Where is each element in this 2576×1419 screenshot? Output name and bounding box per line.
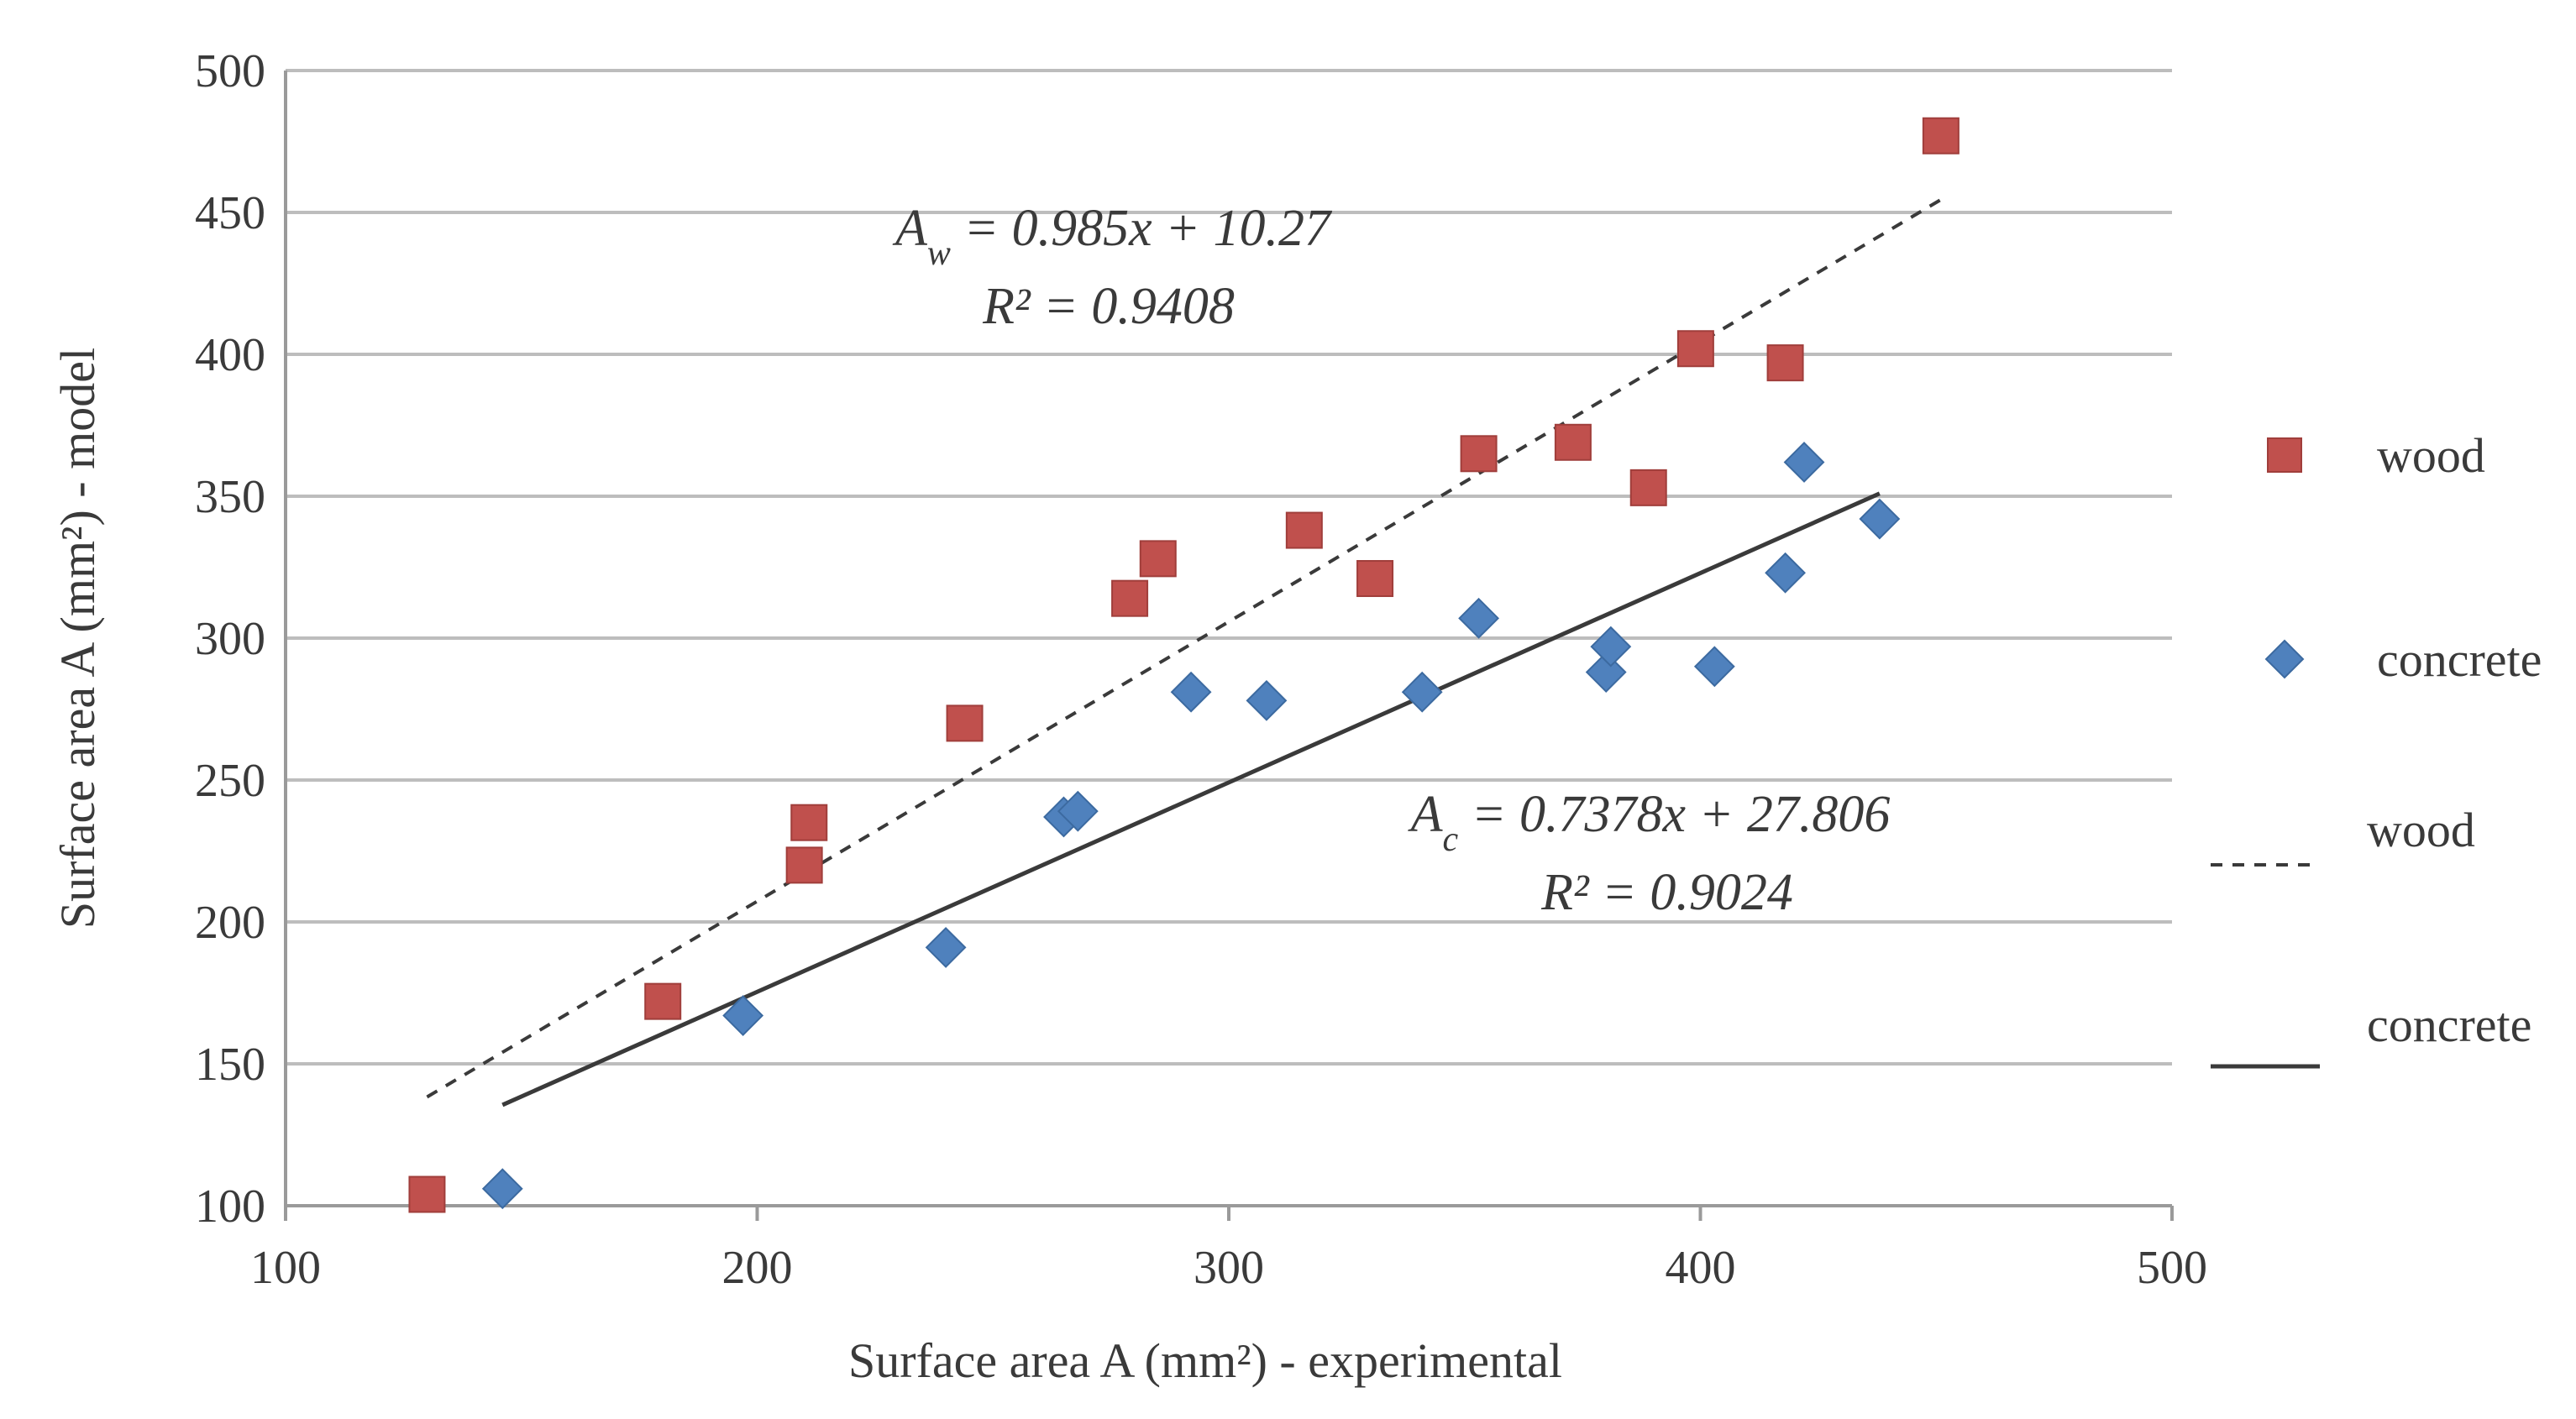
legend-concrete-label: concrete — [2377, 632, 2542, 687]
concrete-equation: Ac = 0.7378x + 27.806 — [1408, 786, 1891, 859]
wood-point-13 — [1766, 344, 1804, 382]
wood-point-12 — [1676, 330, 1714, 368]
y-tick-label-300: 300 — [195, 613, 265, 665]
concrete-point-0 — [481, 1168, 523, 1210]
legend: wood concrete wood concrete — [2211, 428, 2542, 1069]
wood-equation: Aw = 0.985x + 10.27 — [892, 200, 1333, 273]
y-tick-label-400: 400 — [195, 329, 265, 381]
concrete-point-2 — [925, 927, 967, 968]
wood-point-10 — [1554, 423, 1592, 461]
grid-lines — [286, 69, 2172, 1066]
x-tick-label-300: 300 — [1194, 1242, 1264, 1294]
wood-point-6 — [1139, 540, 1177, 578]
y-tick-label-150: 150 — [195, 1039, 265, 1091]
concrete-point-1 — [722, 995, 764, 1036]
legend-wood-label: wood — [2377, 428, 2485, 483]
concrete-point-10 — [1590, 626, 1632, 668]
y-tick-label-100: 100 — [195, 1181, 265, 1233]
y-tick-label-200: 200 — [195, 897, 265, 949]
wood-point-11 — [1629, 469, 1667, 506]
concrete-r2: R² = 0.9024 — [1540, 864, 1793, 921]
concrete-point-6 — [1246, 679, 1288, 721]
x-tick-label-200: 200 — [722, 1242, 793, 1294]
x-tick-label-500: 500 — [2137, 1242, 2207, 1294]
concrete-point-5 — [1170, 671, 1212, 713]
legend-wood-trend-label: wood — [2367, 803, 2475, 857]
concrete-point-11 — [1693, 646, 1735, 688]
trendline-concrete — [501, 491, 1881, 1107]
concrete-point-14 — [1859, 498, 1901, 540]
x-tick-label-400: 400 — [1666, 1242, 1736, 1294]
y-tick-label-500: 500 — [195, 45, 265, 97]
x-tick-label-100: 100 — [250, 1242, 321, 1294]
concrete-point-4 — [1057, 790, 1099, 832]
wood-point-5 — [1111, 579, 1149, 617]
wood-point-3 — [790, 804, 828, 841]
wood-point-14 — [1922, 117, 1960, 154]
legend-concrete-marker — [2264, 639, 2305, 679]
concrete-point-7 — [1401, 671, 1443, 713]
wood-r2: R² = 0.9408 — [982, 278, 1235, 335]
wood-point-0 — [408, 1176, 446, 1213]
wood-point-1 — [644, 982, 682, 1020]
wood-point-7 — [1285, 511, 1323, 549]
x-axis-label: Surface area A (mm²) - experimental — [848, 1333, 1562, 1388]
wood-point-4 — [946, 704, 984, 742]
concrete-point-9 — [1585, 652, 1627, 693]
wood-point-9 — [1460, 435, 1498, 473]
concrete-point-13 — [1783, 442, 1825, 483]
tick-labels: 100 150 200 250 300 350 400 450 500 100 200 300 400 5… — [195, 45, 2207, 1294]
y-tick-label-450: 450 — [195, 187, 265, 239]
legend-concrete-trend-label: concrete — [2367, 997, 2531, 1052]
y-axis-label: Surface area A (mm²) - model — [50, 348, 105, 929]
wood-point-2 — [785, 846, 823, 884]
concrete-point-12 — [1765, 552, 1806, 594]
axes — [284, 71, 2174, 1221]
legend-wood-marker — [2267, 437, 2302, 473]
data-points — [408, 117, 1960, 1213]
concrete-point-8 — [1458, 597, 1500, 639]
wood-point-8 — [1356, 560, 1394, 598]
y-tick-label-250: 250 — [195, 755, 265, 807]
y-tick-label-350: 350 — [195, 471, 265, 523]
